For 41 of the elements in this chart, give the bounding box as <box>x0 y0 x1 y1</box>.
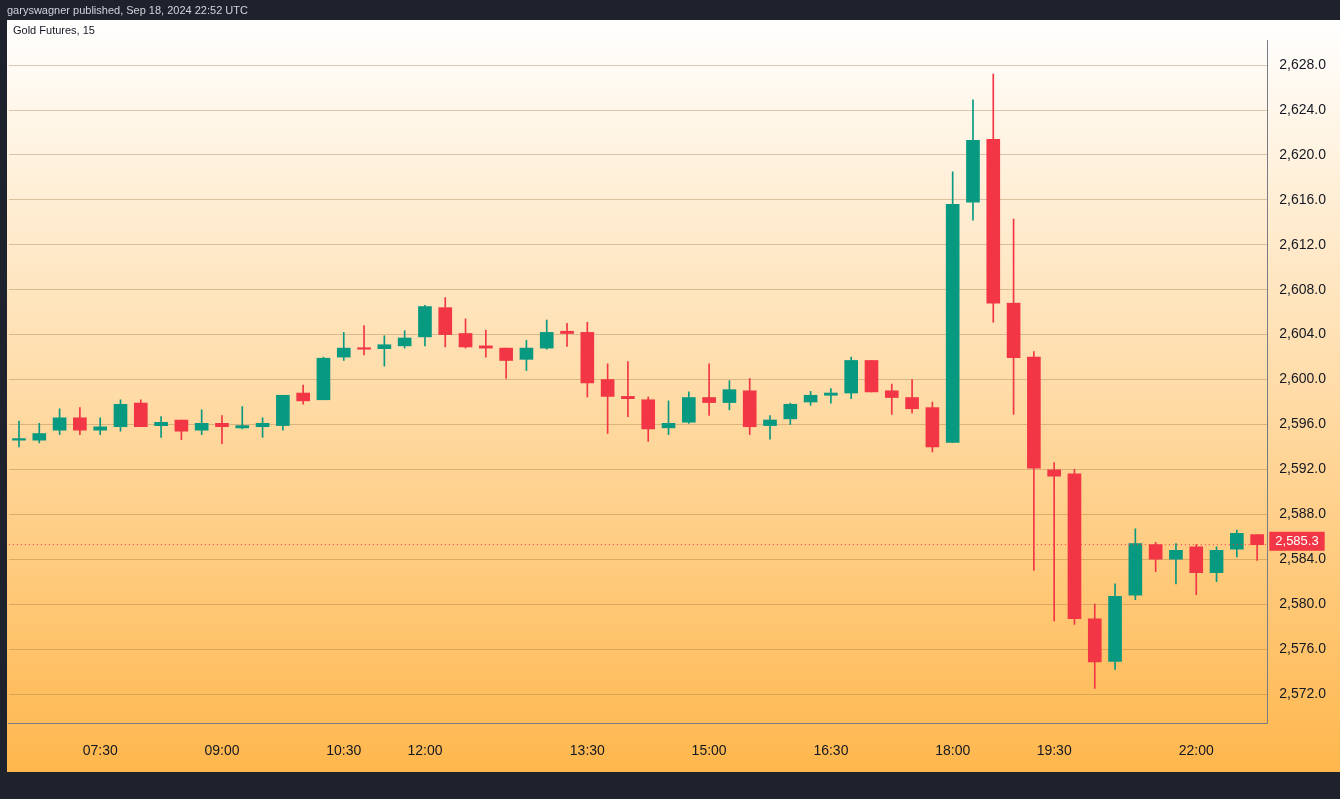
x-tick-label: 16:30 <box>813 742 849 759</box>
candlestick <box>154 416 168 438</box>
y-tick-label: 2,572.0 <box>1279 684 1327 701</box>
candlestick <box>621 361 635 417</box>
y-tick-label: 2,600.0 <box>1279 370 1327 387</box>
x-tick-label: 22:00 <box>1178 742 1214 759</box>
y-tick-label: 2,628.0 <box>1279 55 1327 72</box>
y-tick-label: 2,588.0 <box>1279 505 1327 522</box>
candlestick <box>763 415 777 440</box>
candlestick <box>560 323 574 347</box>
y-tick-label: 2,596.0 <box>1279 415 1327 432</box>
y-tick-label: 2,620.0 <box>1279 145 1327 162</box>
candlestick <box>93 417 108 435</box>
candlestick <box>215 415 229 444</box>
y-tick-label: 2,612.0 <box>1279 235 1327 252</box>
chart-subtitle: garyswagner published, Sep 18, 2024 22:52 UTC <box>6 3 249 18</box>
x-tick-label: 12:00 <box>407 742 443 759</box>
y-tick-label: 2,584.0 <box>1279 550 1327 567</box>
ref-line-label: 2,585.3 <box>1275 532 1319 548</box>
candlestick <box>702 363 716 416</box>
x-tick-label: 09:00 <box>204 742 240 759</box>
y-tick-label: 2,604.0 <box>1279 325 1327 342</box>
x-tick-label: 10:30 <box>326 742 362 759</box>
x-tick-label: 18:00 <box>935 742 971 759</box>
y-tick-label: 2,608.0 <box>1279 280 1327 297</box>
y-tick-label: 2,576.0 <box>1279 639 1327 656</box>
x-tick-label: 07:30 <box>82 742 118 759</box>
candlestick <box>1169 543 1183 585</box>
candlestick <box>235 406 250 430</box>
y-tick-label: 2,624.0 <box>1279 100 1327 117</box>
chart-title: Gold Futures, 15 <box>13 24 95 36</box>
x-tick-label: 13:30 <box>569 742 606 759</box>
candlestick <box>824 388 838 404</box>
x-tick-label: 19:30 <box>1036 742 1072 759</box>
candlestick <box>12 420 26 448</box>
candlestick <box>357 325 371 356</box>
candlestick <box>884 383 899 415</box>
y-tick-label: 2,580.0 <box>1279 595 1327 612</box>
x-tick-label: 15:00 <box>691 742 727 759</box>
y-tick-label: 2,616.0 <box>1279 190 1327 207</box>
y-tick-label: 2,592.0 <box>1279 460 1327 477</box>
